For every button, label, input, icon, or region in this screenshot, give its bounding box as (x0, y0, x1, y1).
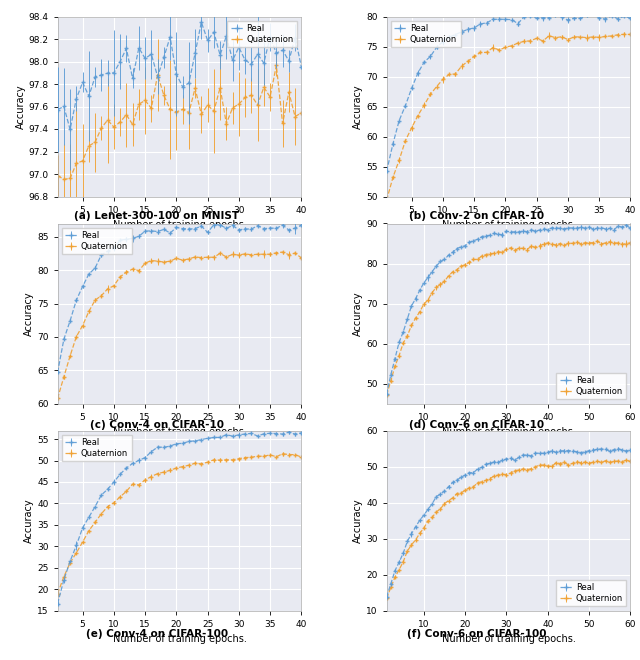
Legend: Real, Quaternion: Real, Quaternion (62, 435, 131, 461)
Y-axis label: Accuracy: Accuracy (24, 498, 35, 543)
X-axis label: Number of training epochs.: Number of training epochs. (442, 634, 575, 644)
Legend: Real, Quaternion: Real, Quaternion (391, 20, 461, 48)
Text: (c) Conv-4 on CIFAR-10: (c) Conv-4 on CIFAR-10 (90, 420, 224, 430)
Y-axis label: Accuracy: Accuracy (24, 291, 35, 336)
Text: (b) Conv-2 on CIFAR-10: (b) Conv-2 on CIFAR-10 (409, 211, 545, 222)
X-axis label: Number of training epochs.: Number of training epochs. (442, 427, 575, 437)
Text: (f) Conv-6 on CIFAR-100: (f) Conv-6 on CIFAR-100 (407, 628, 547, 639)
Legend: Real, Quaternion: Real, Quaternion (62, 228, 131, 254)
Y-axis label: Accuracy: Accuracy (353, 291, 364, 336)
Y-axis label: Accuracy: Accuracy (15, 84, 26, 129)
X-axis label: Number of training epochs.: Number of training epochs. (442, 220, 575, 230)
Y-axis label: Accuracy: Accuracy (353, 84, 364, 129)
Legend: Real, Quaternion: Real, Quaternion (227, 20, 297, 48)
X-axis label: Number of training epochs.: Number of training epochs. (113, 634, 246, 644)
Legend: Real, Quaternion: Real, Quaternion (557, 373, 626, 399)
X-axis label: Number of training epochs.: Number of training epochs. (113, 220, 246, 230)
Y-axis label: Accuracy: Accuracy (353, 498, 364, 543)
Legend: Real, Quaternion: Real, Quaternion (557, 579, 626, 607)
Text: (e) Conv-4 on CIFAR-100: (e) Conv-4 on CIFAR-100 (86, 628, 228, 639)
Text: (a) Lenet-300-100 on MNIST: (a) Lenet-300-100 on MNIST (74, 211, 239, 222)
Text: (d) Conv-6 on CIFAR-10: (d) Conv-6 on CIFAR-10 (409, 420, 545, 430)
X-axis label: Number of training epochs.: Number of training epochs. (113, 427, 246, 437)
